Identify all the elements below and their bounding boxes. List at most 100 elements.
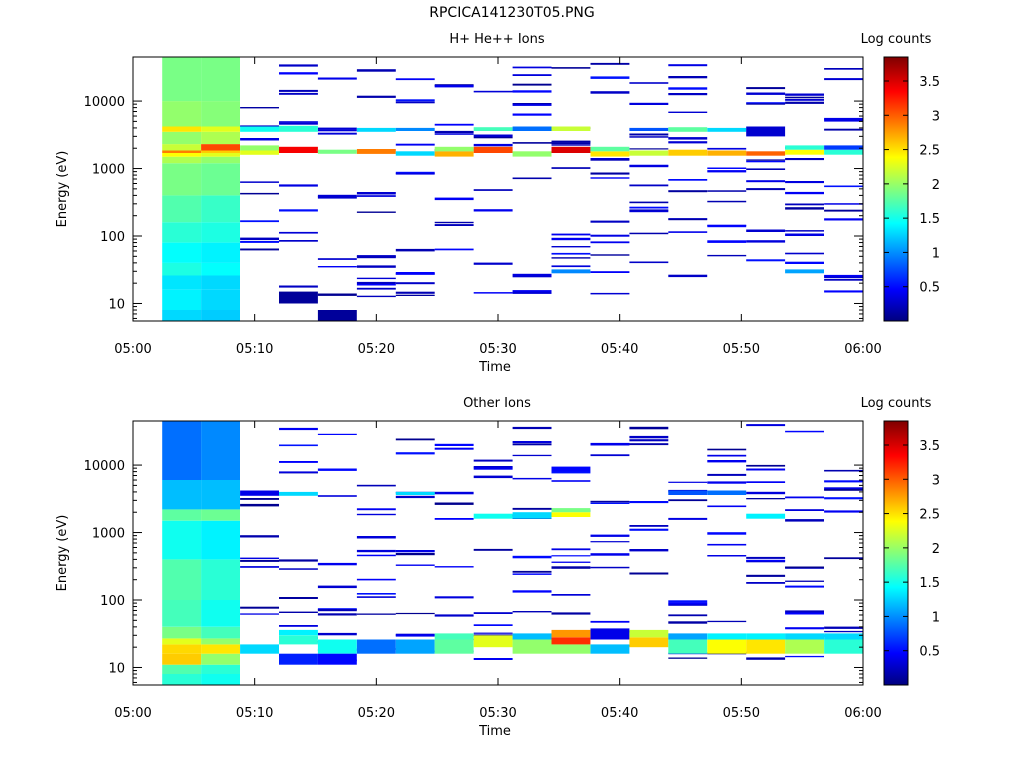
heatmap-cell [668,614,708,617]
heatmap-cell [162,275,202,290]
heatmap-cell [279,568,318,570]
heatmap-cell [317,433,357,435]
heatmap-cell [473,548,513,551]
heatmap-cell [590,628,630,640]
y-ticks: 10 100 1000 10000 [84,459,863,683]
heatmap-cell [746,240,786,243]
heatmap-cell [629,232,669,235]
heatmap-cell [356,192,396,195]
heatmap-cell [707,505,747,508]
heatmap-cell [746,657,786,660]
heatmap-cell [279,291,318,304]
heatmap-cell [512,590,552,593]
heatmap-cell [824,489,863,491]
x-tick-label: 05:30 [479,342,516,357]
heatmap-cell [240,138,279,141]
heatmap-cell [668,127,708,132]
heatmap-cell [279,122,318,125]
heatmap-cell [240,220,279,223]
heatmap-cell [707,150,747,156]
heatmap-cell [395,553,435,556]
heatmap-cell [395,171,435,174]
heatmap-cell [356,578,396,581]
heatmap-cell [668,64,708,67]
heatmap-cell [629,82,669,84]
heatmap-cell [824,128,863,131]
x-tick-label: 05:20 [358,706,395,721]
x-tick-label: 05:30 [479,706,516,721]
heatmap-cell [201,600,240,627]
heatmap-cell [668,141,708,144]
heatmap-cell [824,275,863,279]
heatmap-cell [551,67,591,69]
heatmap-cell [785,566,824,569]
heatmap-cell [824,487,863,490]
heatmap-cell [629,528,669,531]
heatmap-cell [240,248,279,251]
heatmap-cell [824,639,863,654]
heatmap-cell [824,218,863,221]
heatmap-cell [707,543,747,546]
heatmap-cell [707,127,747,132]
heatmap-cell [629,261,669,264]
heatmap-cell [512,113,552,116]
heatmap-cell [201,509,240,521]
heatmap-cell [201,520,240,560]
heatmap-cell [317,266,357,268]
heatmap-cell [279,625,318,627]
heatmap-cell [240,557,279,559]
colorbar-tick-label: 2 [932,542,940,557]
heatmap-cell [629,150,669,156]
heatmap-cell [395,282,435,285]
heatmap-cell [590,159,630,161]
colorbar-tick-label: 3.5 [919,439,940,454]
heatmap-cell [162,101,202,127]
y-ticks: 10 100 1000 10000 [84,95,863,319]
heatmap-cell [551,237,591,241]
heatmap-cell [512,555,552,559]
x-tick-label: 05:00 [114,706,151,721]
colorbar [883,56,909,322]
heatmap-cell [629,439,669,442]
heatmap-cell [512,477,552,480]
heatmap-cell [240,125,279,127]
heatmap-cell [434,224,474,226]
heatmap-cell [395,550,435,553]
heatmap-cell [317,149,357,154]
heatmap-cell [551,566,591,569]
heatmap-cell [473,632,513,634]
heatmap-cell [356,508,396,511]
heatmap-cell [590,76,630,79]
heatmap-cell [785,633,824,640]
heatmap-cell [473,624,513,626]
heatmap-cell [317,562,357,566]
heatmap-cell [201,195,240,223]
heatmap-cell [668,621,708,624]
heatmap-cell [590,644,630,654]
heatmap-cell [629,206,669,209]
heatmap-cell [551,466,591,472]
heatmap-cell [746,574,786,577]
heatmap-cell [317,77,357,80]
heatmap-cell [746,92,786,95]
heatmap-cell [473,513,513,519]
heatmap-cell [707,224,747,226]
heatmap-cell [785,181,824,184]
heatmap-cell [668,179,708,181]
heatmap-cell [785,639,824,654]
heatmap-cell [668,633,708,640]
heatmap-cell [434,248,474,251]
heatmap-cell [629,426,669,430]
heatmap-cell [551,480,591,482]
heatmap-cell [629,201,669,204]
heatmap-cell [201,626,240,639]
heatmap-cell [707,620,747,623]
heatmap-cell [434,151,474,157]
heatmap-cell [240,644,279,654]
x-tick-label: 05:20 [358,342,395,357]
heatmap-cell [590,620,630,623]
heatmap-cell [746,481,786,483]
heatmap-cell [668,600,708,603]
heatmap-cell [162,520,202,560]
heatmap-cell [317,468,357,471]
